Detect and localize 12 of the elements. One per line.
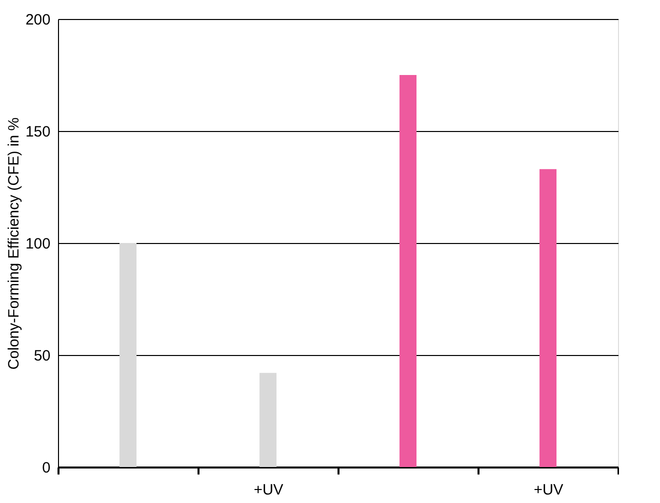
- y-tick-label: 100: [25, 236, 50, 252]
- bar: [260, 372, 276, 467]
- bar: [400, 75, 416, 467]
- x-tick-label: +UV: [254, 482, 284, 498]
- y-tick-label: 200: [25, 12, 50, 28]
- y-tick-label: 150: [25, 124, 50, 140]
- y-tick-label: 50: [34, 348, 50, 364]
- y-tick-label: 0: [42, 460, 50, 476]
- bar: [120, 243, 136, 467]
- bar: [540, 169, 556, 467]
- y-axis-title: Colony-Forming Efficiency (CFE) in %: [5, 117, 22, 370]
- x-tick-label: +UV: [534, 482, 564, 498]
